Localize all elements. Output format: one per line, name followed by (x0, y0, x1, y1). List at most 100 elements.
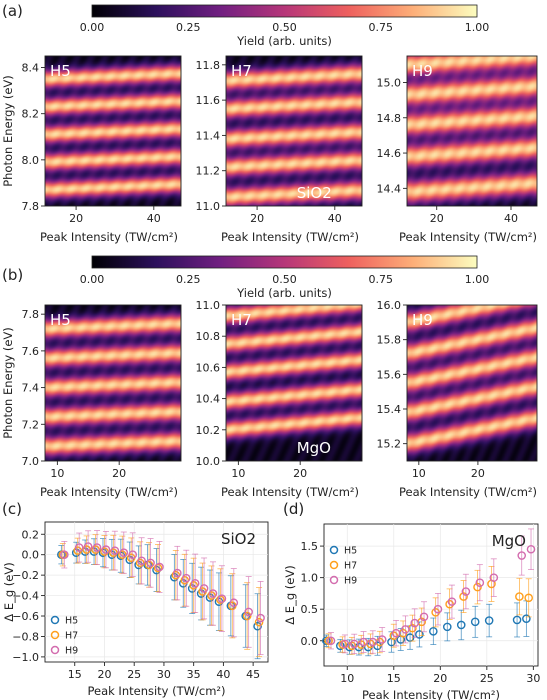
data-point (254, 617, 264, 627)
y-tick-label: 16.0 (377, 299, 402, 312)
data-point (208, 589, 218, 598)
data-point (146, 558, 155, 568)
x-axis-label: Peak Intensity (TW/cm²) (87, 684, 225, 698)
data-point (128, 550, 138, 560)
data-point (190, 579, 200, 588)
y-tick-label: 10.0 (196, 455, 221, 468)
legend-entry: H7 (65, 631, 78, 642)
heatmap-image (407, 305, 537, 461)
heatmap-b-h5: 10 20 7.0 7.2 7.4 7.6 7.8 Peak Intensity (TW/cm… (1, 304, 182, 499)
y-tick-label: 7.0 (22, 455, 40, 468)
data-point (74, 543, 84, 552)
y-tick-label: 7.6 (22, 345, 40, 358)
data-point (470, 617, 480, 627)
data-point (512, 615, 522, 625)
data-point (377, 635, 387, 644)
x-axis-label: Peak Intensity (TW/cm²) (399, 485, 537, 499)
x-tick-label: 10 (231, 467, 245, 480)
data-point (442, 622, 452, 632)
y-tick-label: 15.8 (377, 334, 402, 347)
data-point (135, 558, 145, 568)
data-point (368, 637, 378, 647)
y-tick-label: 11.4 (196, 129, 221, 142)
heatmap-image (226, 305, 362, 461)
y-tick-label: −0.8 (12, 630, 39, 643)
colorbar-a-tick: 0.00 (80, 21, 105, 34)
scatter-c-sio2: 15 20 25 30 35 40 45 0.2 0.0 −0.2 −0.4 −0.6 −0.8 −1.0… (2, 521, 269, 698)
panel-label-c: (c) (2, 500, 22, 518)
x-tick-label: 30 (526, 672, 540, 685)
x-axis-label: Peak Intensity (TW/cm²) (221, 230, 359, 244)
data-point (229, 598, 239, 608)
data-point (515, 592, 524, 601)
x-axis-label: Peak Intensity (TW/cm²) (362, 688, 500, 700)
plot-frame (225, 55, 363, 207)
heatmap-b-h9: 10 20 15.2 15.4 15.6 15.8 16.0 Peak Intensity (… (377, 299, 538, 499)
material-label: MgO (297, 439, 331, 457)
data-point (484, 616, 494, 625)
material-label: SiO2 (297, 184, 332, 202)
heatmap-a-h5: 20 40 7.8 8.0 8.2 8.4 Peak Intensity (TW/cm²) P… (1, 55, 182, 244)
data-point (389, 631, 399, 641)
heatmap-a-h9: 20 40 14.4 14.6 14.8 15.0 Peak Intensity (TW/c… (377, 55, 538, 244)
y-tick-label: 10.2 (196, 424, 221, 437)
data-point (326, 636, 336, 646)
data-point (433, 604, 443, 614)
data-point (410, 618, 420, 628)
y-tick-label: 8.2 (22, 108, 40, 121)
y-tick-label: 14.8 (377, 112, 402, 125)
heatmap-a-h7: 20 40 11.0 11.2 11.4 11.6 11.8 Peak Intensity (… (196, 55, 363, 244)
data-point (359, 637, 368, 647)
data-point (461, 587, 471, 596)
data-point (181, 573, 191, 583)
y-tick-label: 7.8 (22, 308, 40, 321)
data-point (256, 613, 265, 623)
y-tick-label: 10.8 (196, 330, 221, 343)
y-tick-label: 10.6 (196, 361, 221, 374)
y-axis-label: Δ E_g (eV) (283, 565, 297, 624)
data-point (109, 548, 118, 557)
data-point (391, 628, 401, 638)
y-tick-label: 8.0 (22, 154, 40, 167)
x-tick-label: 40 (328, 212, 342, 225)
data-point (456, 620, 466, 630)
y-tick-label: 0.2 (22, 528, 40, 541)
data-point (92, 543, 102, 552)
plot-frame (44, 55, 182, 207)
heatmap-image (45, 305, 181, 461)
heatmap-image (45, 56, 181, 206)
y-tick-label: 11.6 (196, 94, 221, 107)
data-point (517, 551, 527, 560)
x-tick-label: 15 (68, 668, 82, 681)
harmonic-label: H9 (412, 62, 433, 80)
y-tick-label: 7.2 (22, 418, 40, 431)
data-point (429, 626, 438, 636)
plot-frame (406, 304, 538, 462)
x-tick-label: 45 (246, 668, 260, 681)
y-axis-label: Photon Energy (eV) (1, 75, 15, 187)
data-point (189, 581, 198, 590)
data-point (522, 614, 531, 623)
data-point (180, 575, 190, 585)
legend-entry: H7 (344, 561, 357, 572)
y-tick-label: 14.4 (377, 182, 402, 195)
colorbar-a-tick: 0.25 (176, 21, 201, 34)
data-point (489, 573, 499, 582)
data-point (473, 582, 482, 592)
colorbar-a-tick: 1.00 (465, 21, 490, 34)
x-tick-label: 40 (147, 212, 161, 225)
x-tick-label: 20 (112, 467, 126, 480)
y-tick-label: 11.8 (196, 59, 221, 72)
data-point (119, 548, 129, 557)
x-tick-label: 10 (412, 467, 426, 480)
colorbar-b-tick: 0.75 (369, 273, 394, 286)
data-point (242, 611, 252, 621)
harmonic-label: H5 (50, 311, 71, 329)
material-label: MgO (492, 532, 526, 550)
x-axis-label: Peak Intensity (TW/cm²) (399, 230, 537, 244)
y-tick-label: 0.5 (301, 603, 319, 616)
data-point (118, 550, 127, 560)
y-tick-label: 7.4 (22, 382, 40, 395)
heatmap-image (407, 56, 537, 206)
